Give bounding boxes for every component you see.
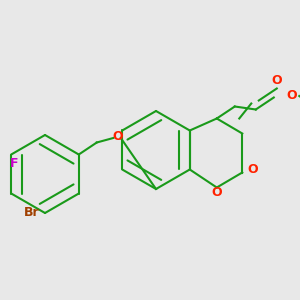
Text: O: O — [212, 185, 222, 199]
Text: O: O — [272, 74, 282, 88]
Text: O: O — [248, 163, 258, 176]
Text: F: F — [10, 157, 19, 170]
Text: O: O — [112, 130, 123, 143]
Text: O: O — [286, 89, 297, 102]
Text: Br: Br — [24, 206, 39, 220]
